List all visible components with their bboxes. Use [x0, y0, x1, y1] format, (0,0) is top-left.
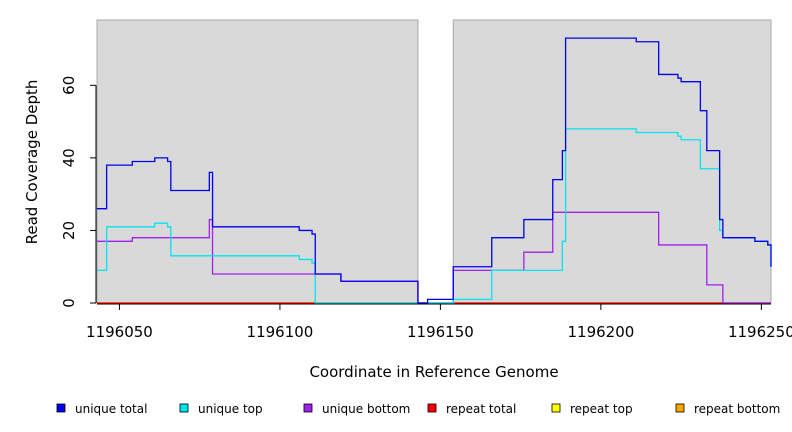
legend-swatch: [551, 403, 561, 413]
legend-swatch: [427, 403, 437, 413]
legend-item-repeat-bottom: repeat bottom: [675, 402, 780, 416]
series-line-unique-total: [97, 37, 772, 304]
y-tick-label: 20: [60, 221, 78, 240]
legend-label: unique bottom: [322, 402, 410, 416]
legend-label: repeat bottom: [694, 402, 780, 416]
x-tick-label: 1196250: [728, 323, 792, 341]
y-tick-label: 60: [60, 76, 78, 95]
legend-item-unique-top: unique top: [179, 402, 263, 416]
legend-swatch: [179, 403, 189, 413]
x-axis: 1196050 1196100 1196150 1196200 1196250: [86, 303, 792, 341]
legend-label: repeat total: [446, 402, 516, 416]
legend-swatch: [675, 403, 685, 413]
series-lines: [97, 37, 772, 304]
legend-label: unique top: [198, 402, 263, 416]
legend-label: repeat top: [570, 402, 633, 416]
x-tick-label: 1196150: [407, 323, 474, 341]
legend-swatch: [303, 403, 313, 413]
x-tick-label: 1196200: [567, 323, 634, 341]
x-axis-title: Coordinate in Reference Genome: [309, 363, 558, 381]
x-tick-label: 1196100: [247, 323, 314, 341]
y-axis-title: Read Coverage Depth: [23, 80, 41, 245]
legend-item-unique-total: unique total: [56, 402, 147, 416]
y-tick-label: 0: [60, 298, 78, 308]
plot-panel: [96, 19, 772, 304]
y-axis: 0 20 40 60: [60, 76, 97, 308]
legend-item-repeat-total: repeat total: [427, 402, 516, 416]
legend-swatch: [56, 403, 66, 413]
legend-item-repeat-top: repeat top: [551, 402, 633, 416]
y-tick-label: 40: [60, 148, 78, 167]
legend-item-unique-bottom: unique bottom: [303, 402, 410, 416]
x-tick-label: 1196050: [86, 323, 153, 341]
legend: unique total unique top unique bottom repea…: [56, 402, 780, 416]
panel-segment: [452, 19, 772, 304]
legend-label: unique total: [75, 402, 147, 416]
